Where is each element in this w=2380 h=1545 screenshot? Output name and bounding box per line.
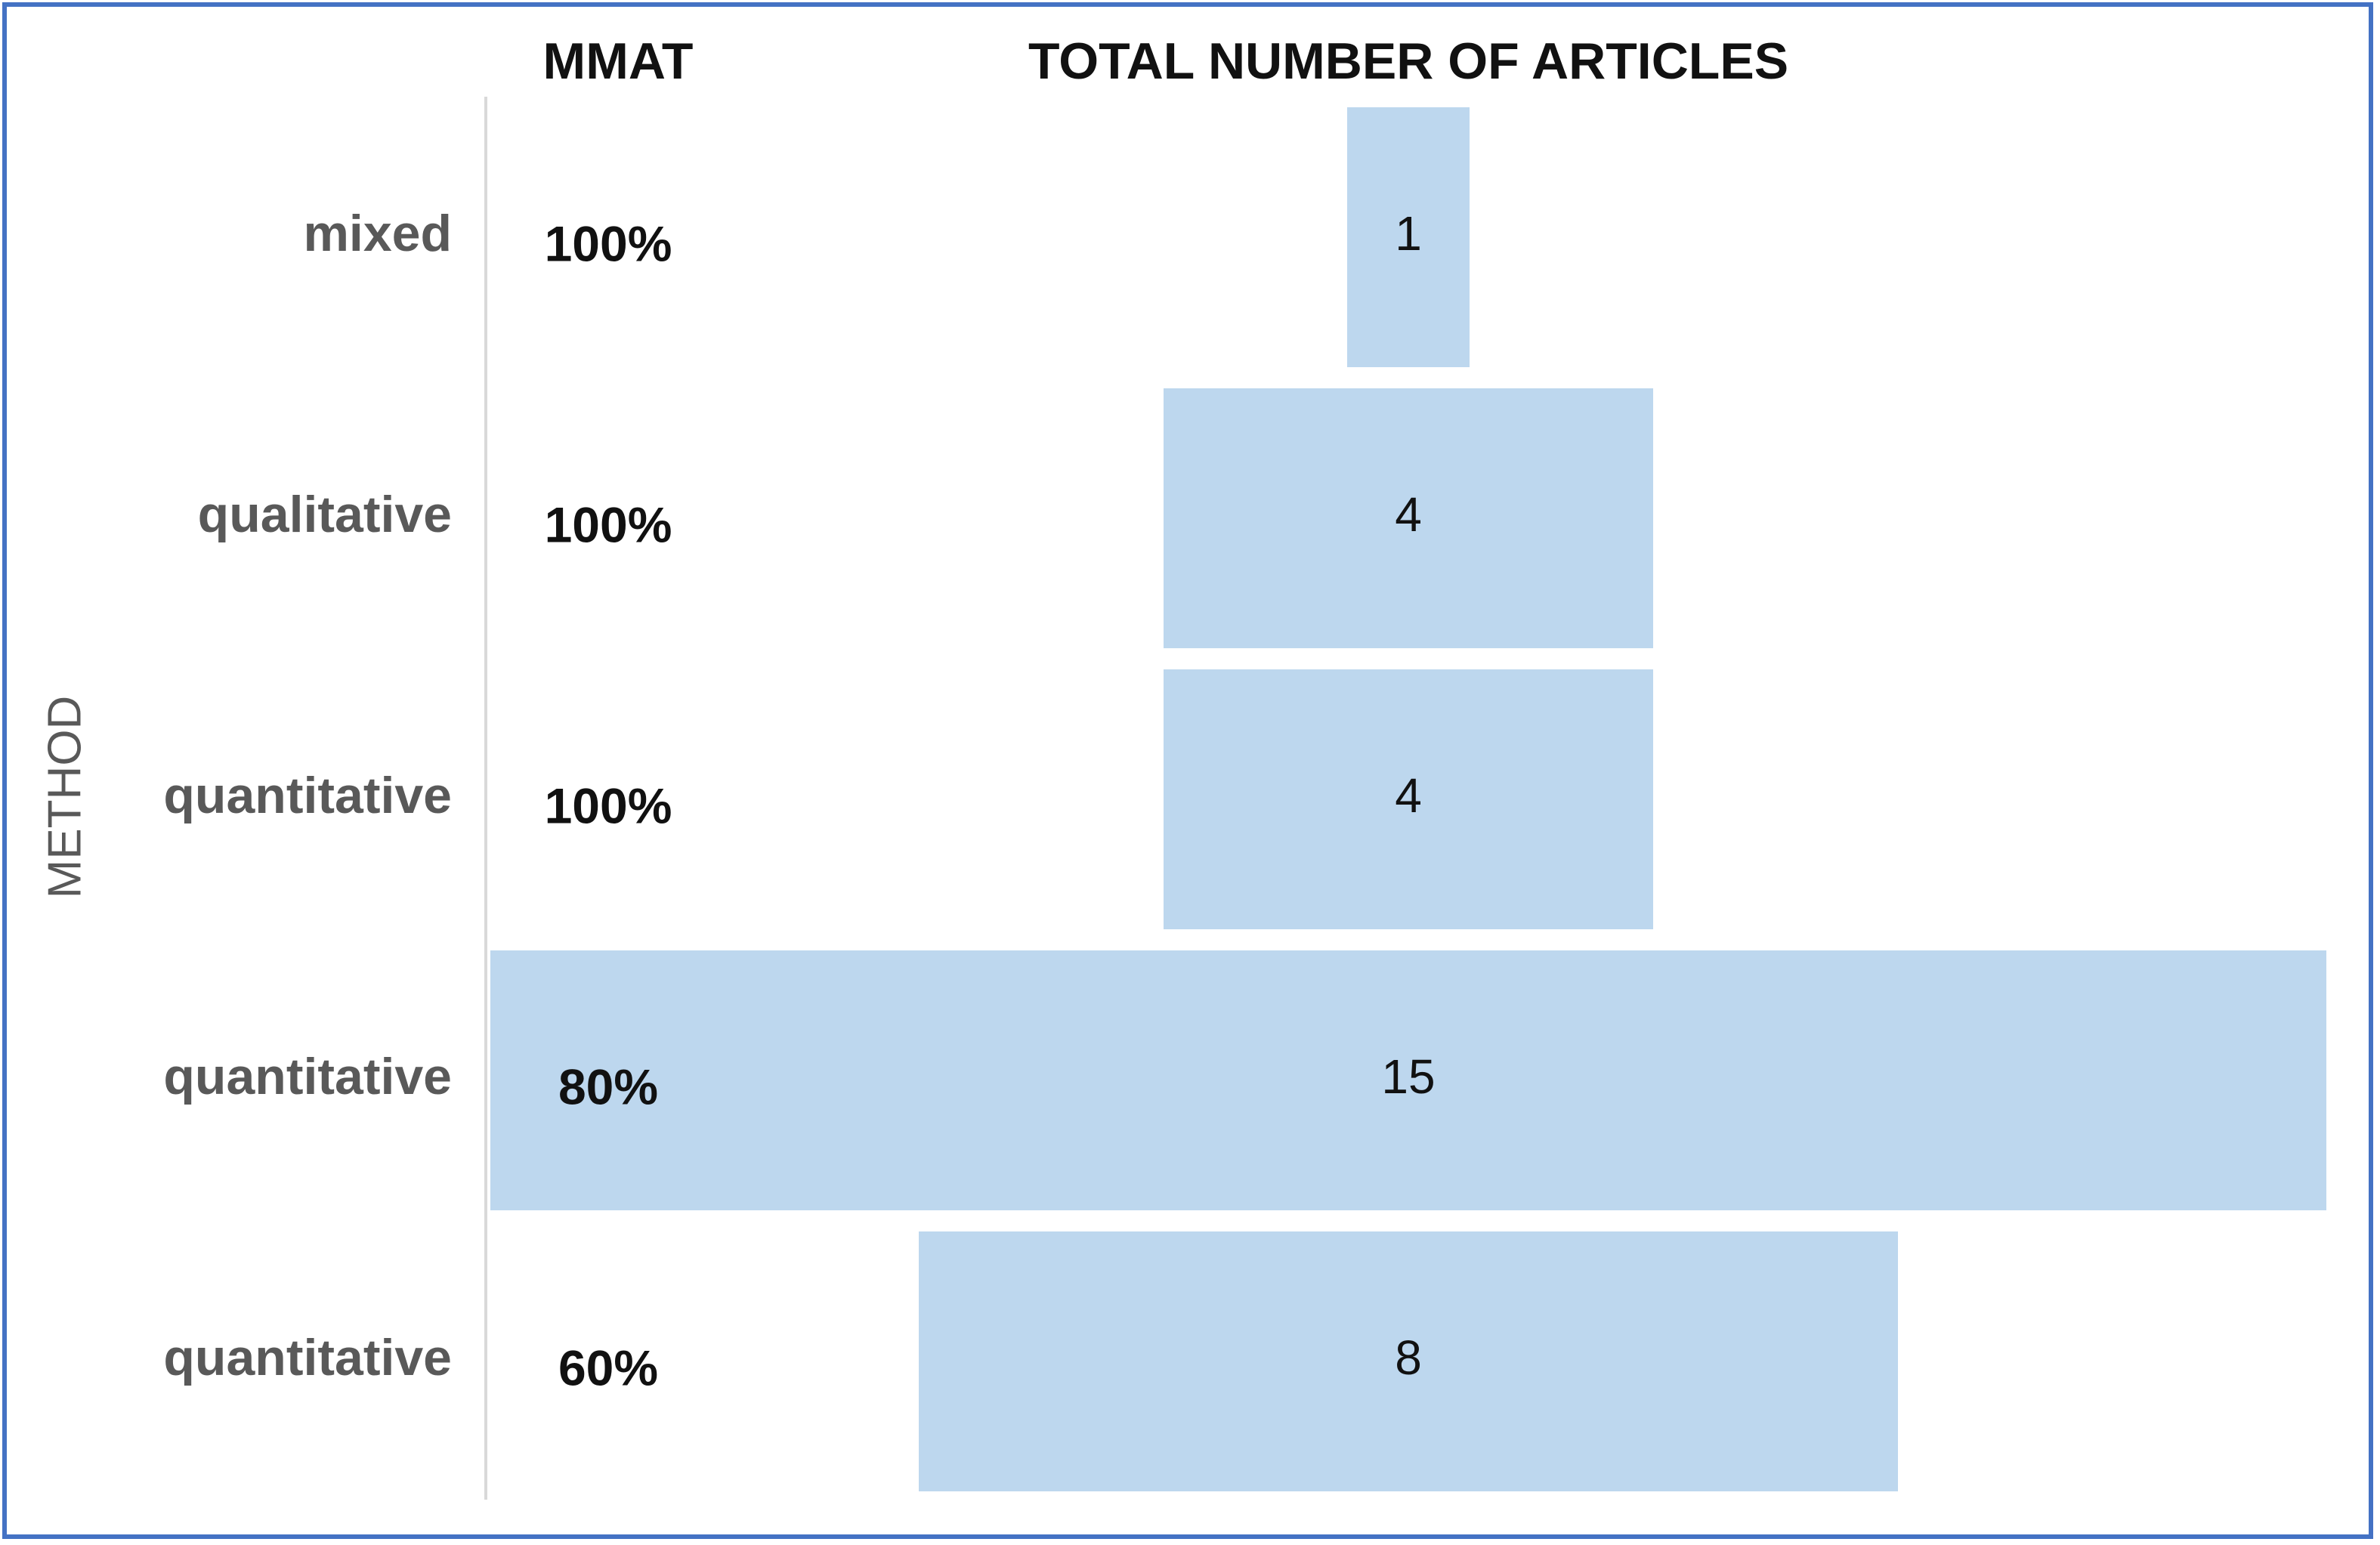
mmat-label: 80% (558, 1058, 658, 1114)
category-label: mixed (303, 205, 452, 262)
category-label: quantitative (163, 1329, 452, 1386)
value-label: 4 (1395, 487, 1422, 542)
value-label: 1 (1395, 206, 1422, 261)
value-label: 15 (1381, 1049, 1435, 1104)
category-label: quantitative (163, 767, 452, 824)
bar (1164, 388, 1653, 648)
mmat-label: 100% (545, 496, 672, 552)
bar (919, 1231, 1898, 1491)
column-header: MMAT (543, 32, 694, 90)
mmat-label: 100% (545, 215, 672, 271)
value-label: 8 (1395, 1330, 1422, 1385)
bar (490, 950, 2326, 1210)
y-axis-label: METHOD (39, 696, 91, 899)
mmat-label: 60% (558, 1340, 658, 1395)
value-label: 4 (1395, 768, 1422, 823)
bar (1164, 669, 1653, 929)
bar (1347, 107, 1470, 367)
category-label: quantitative (163, 1048, 452, 1105)
category-label: qualitative (198, 486, 452, 543)
column-header: TOTAL NUMBER OF ARTICLES (1028, 32, 1788, 90)
mmat-label: 100% (545, 777, 672, 833)
